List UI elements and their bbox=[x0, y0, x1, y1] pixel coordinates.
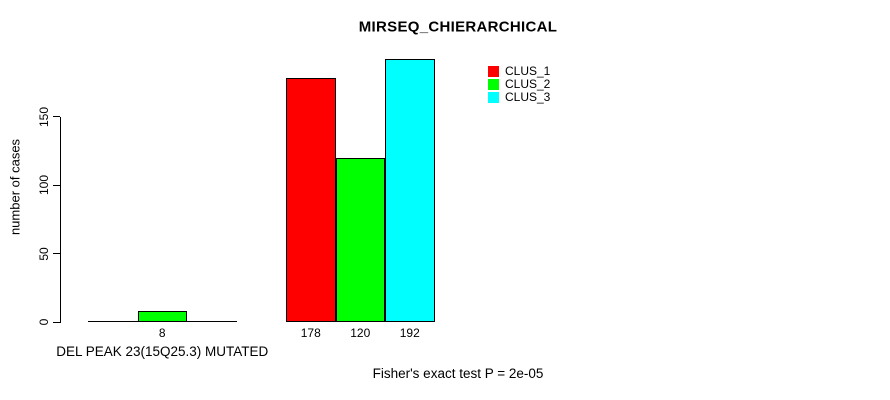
y-tick-label: 0 bbox=[37, 318, 51, 326]
legend-item-clus-2: CLUS_2 bbox=[488, 77, 551, 91]
x-category-label: DEL PEAK 23(15Q25.3) MUTATED bbox=[56, 344, 269, 359]
bar-value-label: 8 bbox=[158, 326, 166, 340]
legend-swatch-cyan-icon bbox=[488, 92, 499, 103]
bar-clus_1-zero bbox=[88, 321, 138, 322]
legend-swatch-green-icon bbox=[488, 79, 499, 90]
bar-clus_1 bbox=[286, 78, 336, 322]
y-axis-tick bbox=[53, 184, 60, 186]
bar-clus_3-zero bbox=[187, 321, 237, 322]
bar-clus_2 bbox=[137, 311, 187, 322]
legend: CLUS_1 CLUS_2 CLUS_3 bbox=[488, 64, 551, 104]
y-tick-label: 150 bbox=[37, 106, 51, 127]
bar-value-label: 192 bbox=[399, 326, 420, 340]
y-tick-label: 100 bbox=[37, 175, 51, 196]
chart-title: MIRSEQ_CHIERARCHICAL bbox=[358, 18, 558, 36]
legend-item-clus-3: CLUS_3 bbox=[488, 90, 551, 104]
bar-value-label: 120 bbox=[350, 326, 371, 340]
bar-clus_2 bbox=[335, 157, 385, 322]
y-axis-tick bbox=[53, 116, 60, 118]
legend-swatch-red-icon bbox=[488, 66, 499, 77]
bar-clus_3 bbox=[385, 59, 435, 322]
y-axis-line bbox=[60, 116, 61, 323]
y-axis-tick bbox=[53, 321, 60, 323]
legend-item-clus-1: CLUS_1 bbox=[488, 64, 551, 78]
y-axis-tick bbox=[53, 253, 60, 255]
legend-label: CLUS_2 bbox=[505, 77, 551, 91]
legend-label: CLUS_1 bbox=[505, 64, 551, 78]
bar-value-label: 178 bbox=[300, 326, 321, 340]
y-tick-label: 50 bbox=[37, 246, 51, 261]
legend-label: CLUS_3 bbox=[505, 90, 551, 104]
annotation-pvalue: Fisher's exact test P = 2e-05 bbox=[372, 366, 544, 381]
